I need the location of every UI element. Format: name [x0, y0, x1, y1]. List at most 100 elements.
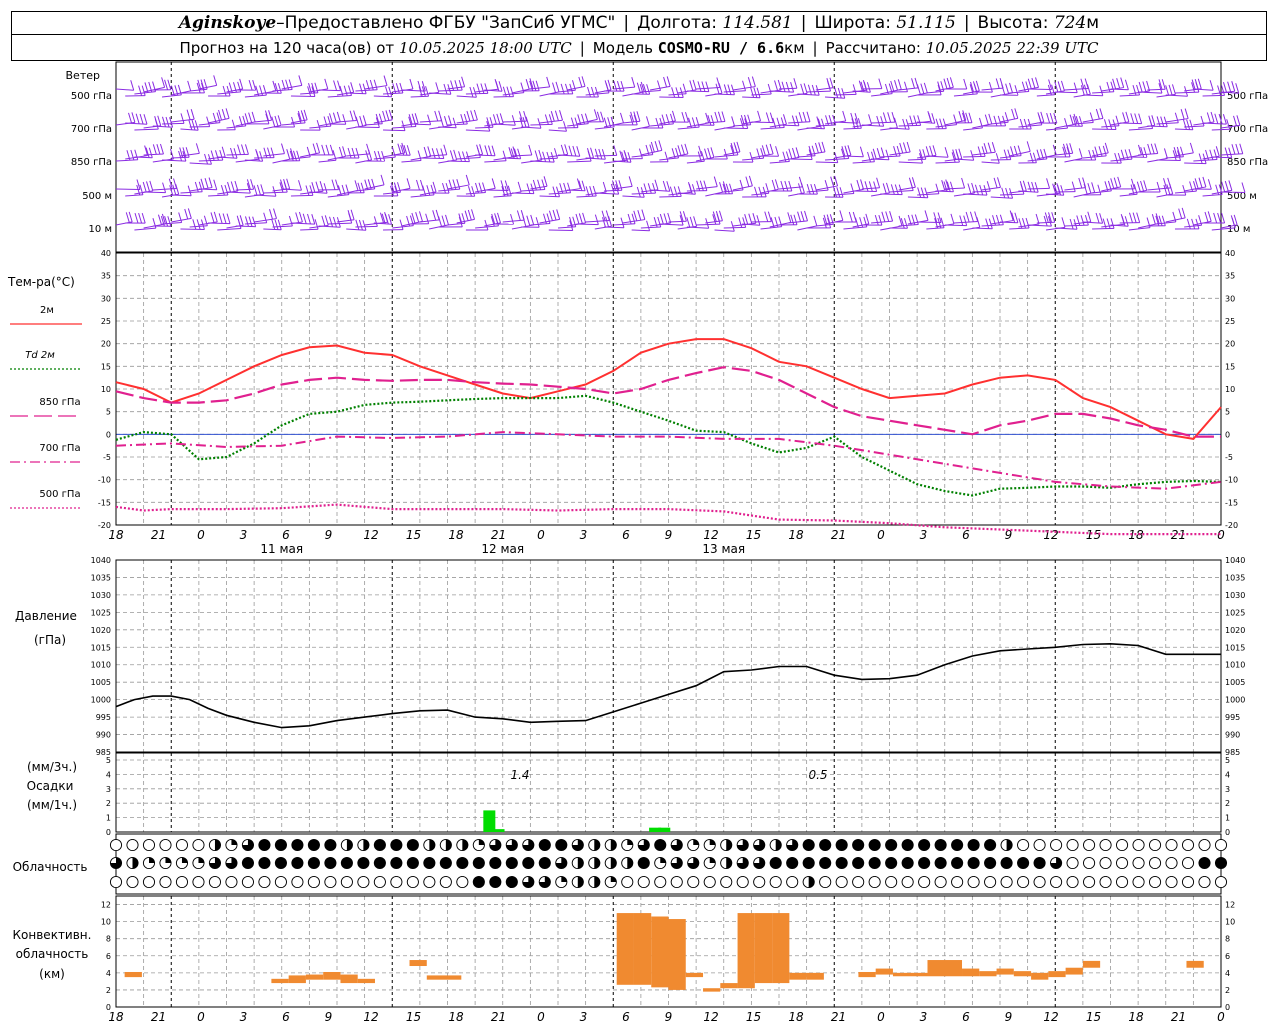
wind-barb-feather [239, 78, 244, 89]
wind-barb-feather [312, 143, 317, 154]
wind-barb-feather [764, 211, 769, 222]
wind-barb-shaft [1202, 94, 1225, 97]
wind-barb-feather [1197, 78, 1202, 89]
wind-barb-feather [958, 111, 963, 122]
wind-barb-feather [965, 112, 970, 123]
wind-barb-shaft [511, 154, 532, 157]
cloud-symbol [159, 875, 172, 889]
cloud-symbol-fill [885, 857, 897, 869]
temp-xtick: 12 [703, 528, 718, 542]
wind-barb-feather [894, 80, 898, 91]
cloud-symbol [1083, 838, 1096, 852]
wind-barb-feather [1071, 181, 1076, 192]
wind-barb-feather [336, 111, 341, 123]
cloud-symbol [1181, 838, 1195, 852]
wind-barb-shaft [263, 228, 282, 231]
wind-barb-feather [833, 187, 838, 198]
wind-barb-feather [1200, 115, 1205, 127]
cloud-symbol [1099, 856, 1112, 870]
wind-barb-feather [1165, 85, 1170, 96]
wind-barb-shaft [521, 126, 541, 129]
wind-barb-feather [826, 78, 831, 89]
header-line-2: Прогноз на 120 часа(ов) от 10.05.2025 18… [11, 35, 1267, 61]
wind-barb-feather [271, 116, 276, 127]
wind-barb-feather [248, 79, 253, 91]
wind-barb-feather [945, 179, 950, 190]
wind-barb-feather [237, 144, 242, 155]
wind-barb-shaft [1110, 224, 1129, 227]
wind-barb-feather [771, 179, 776, 191]
wind-barb-feather [864, 181, 869, 192]
wind-barb-feather [198, 181, 203, 192]
wind-barb-feather [1097, 184, 1102, 195]
wind-barb-shaft [475, 154, 496, 157]
wind-barb-feather [663, 76, 668, 88]
wind-barb-feather [125, 212, 130, 223]
cloud-symbol-fill [275, 857, 287, 869]
conv-xtick: 9 [1005, 1010, 1013, 1024]
wind-barb-shaft [631, 154, 653, 158]
wind-barb-feather [510, 148, 515, 159]
wind-barb-shaft [889, 151, 911, 156]
cloud-symbol-fill [968, 839, 980, 851]
wind-barb-feather [337, 80, 342, 91]
wind-barb-feather [1053, 184, 1058, 195]
wind-barb-feather [761, 145, 766, 156]
cloud-symbol [258, 875, 271, 889]
wind-barb-shaft [1211, 156, 1232, 159]
cloud-symbol-fill [209, 857, 221, 869]
wind-barb-feather [253, 185, 258, 196]
wind-barb-shaft [493, 123, 516, 126]
wind-barb-shaft [456, 119, 478, 124]
wind-barb-feather [1136, 212, 1141, 223]
wind-barb-feather [748, 213, 753, 224]
wind-barb-feather [230, 181, 235, 192]
wind-barb-feather [491, 145, 496, 156]
wind-barb-feather [935, 183, 940, 194]
wind-barb-feather [226, 213, 231, 224]
wind-barb-shaft [419, 157, 444, 160]
wind-barb-shaft [668, 220, 687, 223]
wind-barb-feather [342, 146, 347, 157]
wind-barb-feather [274, 219, 279, 230]
wind-barb-feather [756, 215, 761, 226]
wind-barb-shaft [926, 90, 944, 94]
wind-barb-feather [662, 180, 667, 192]
cloud-symbol [1165, 838, 1178, 852]
wind-barb-feather [377, 150, 382, 162]
cloud-symbol-fill [341, 857, 353, 869]
wind-barb-shaft [999, 117, 1018, 123]
wind-barb-feather [1026, 141, 1031, 152]
wind-barb-feather [723, 148, 728, 160]
wind-barb-feather [640, 81, 645, 93]
series-t2m [115, 338, 1222, 440]
wind-barb-feather [358, 219, 363, 231]
conv-bar [685, 972, 704, 978]
temp-ytick-left: -10 [98, 476, 111, 485]
wind-barb-feather [972, 81, 977, 92]
wind-barb-shaft [889, 189, 914, 193]
wind-barb-shaft [318, 225, 341, 228]
cloud-symbol-fill [440, 857, 452, 869]
wind-barb-shaft [134, 128, 159, 131]
wind-barb-feather [776, 117, 781, 128]
wind-barb-feather [448, 115, 452, 126]
wind-barb-feather [194, 181, 199, 193]
wind-barb-feather [439, 116, 444, 127]
pressure-ytick-right: 1015 [1225, 643, 1245, 652]
wind-barb-feather [1129, 212, 1133, 223]
temp-xtick: 3 [240, 528, 248, 542]
wind-barb-shaft [594, 89, 612, 94]
wind-barb-shaft [806, 151, 826, 156]
wind-barb-feather [1049, 112, 1054, 124]
temp-xtick: 6 [622, 528, 630, 542]
cloud-symbol [1181, 875, 1195, 889]
wind-barb-feather [554, 110, 559, 121]
wind-barb-feather [852, 84, 857, 95]
cloud-symbol-fill [110, 857, 122, 869]
wind-barb-shaft [1184, 224, 1202, 228]
wind-barb-feather [436, 148, 441, 159]
wind-barb-shaft [751, 192, 769, 196]
conv-bar [271, 978, 289, 984]
wind-barb-feather [882, 112, 887, 123]
